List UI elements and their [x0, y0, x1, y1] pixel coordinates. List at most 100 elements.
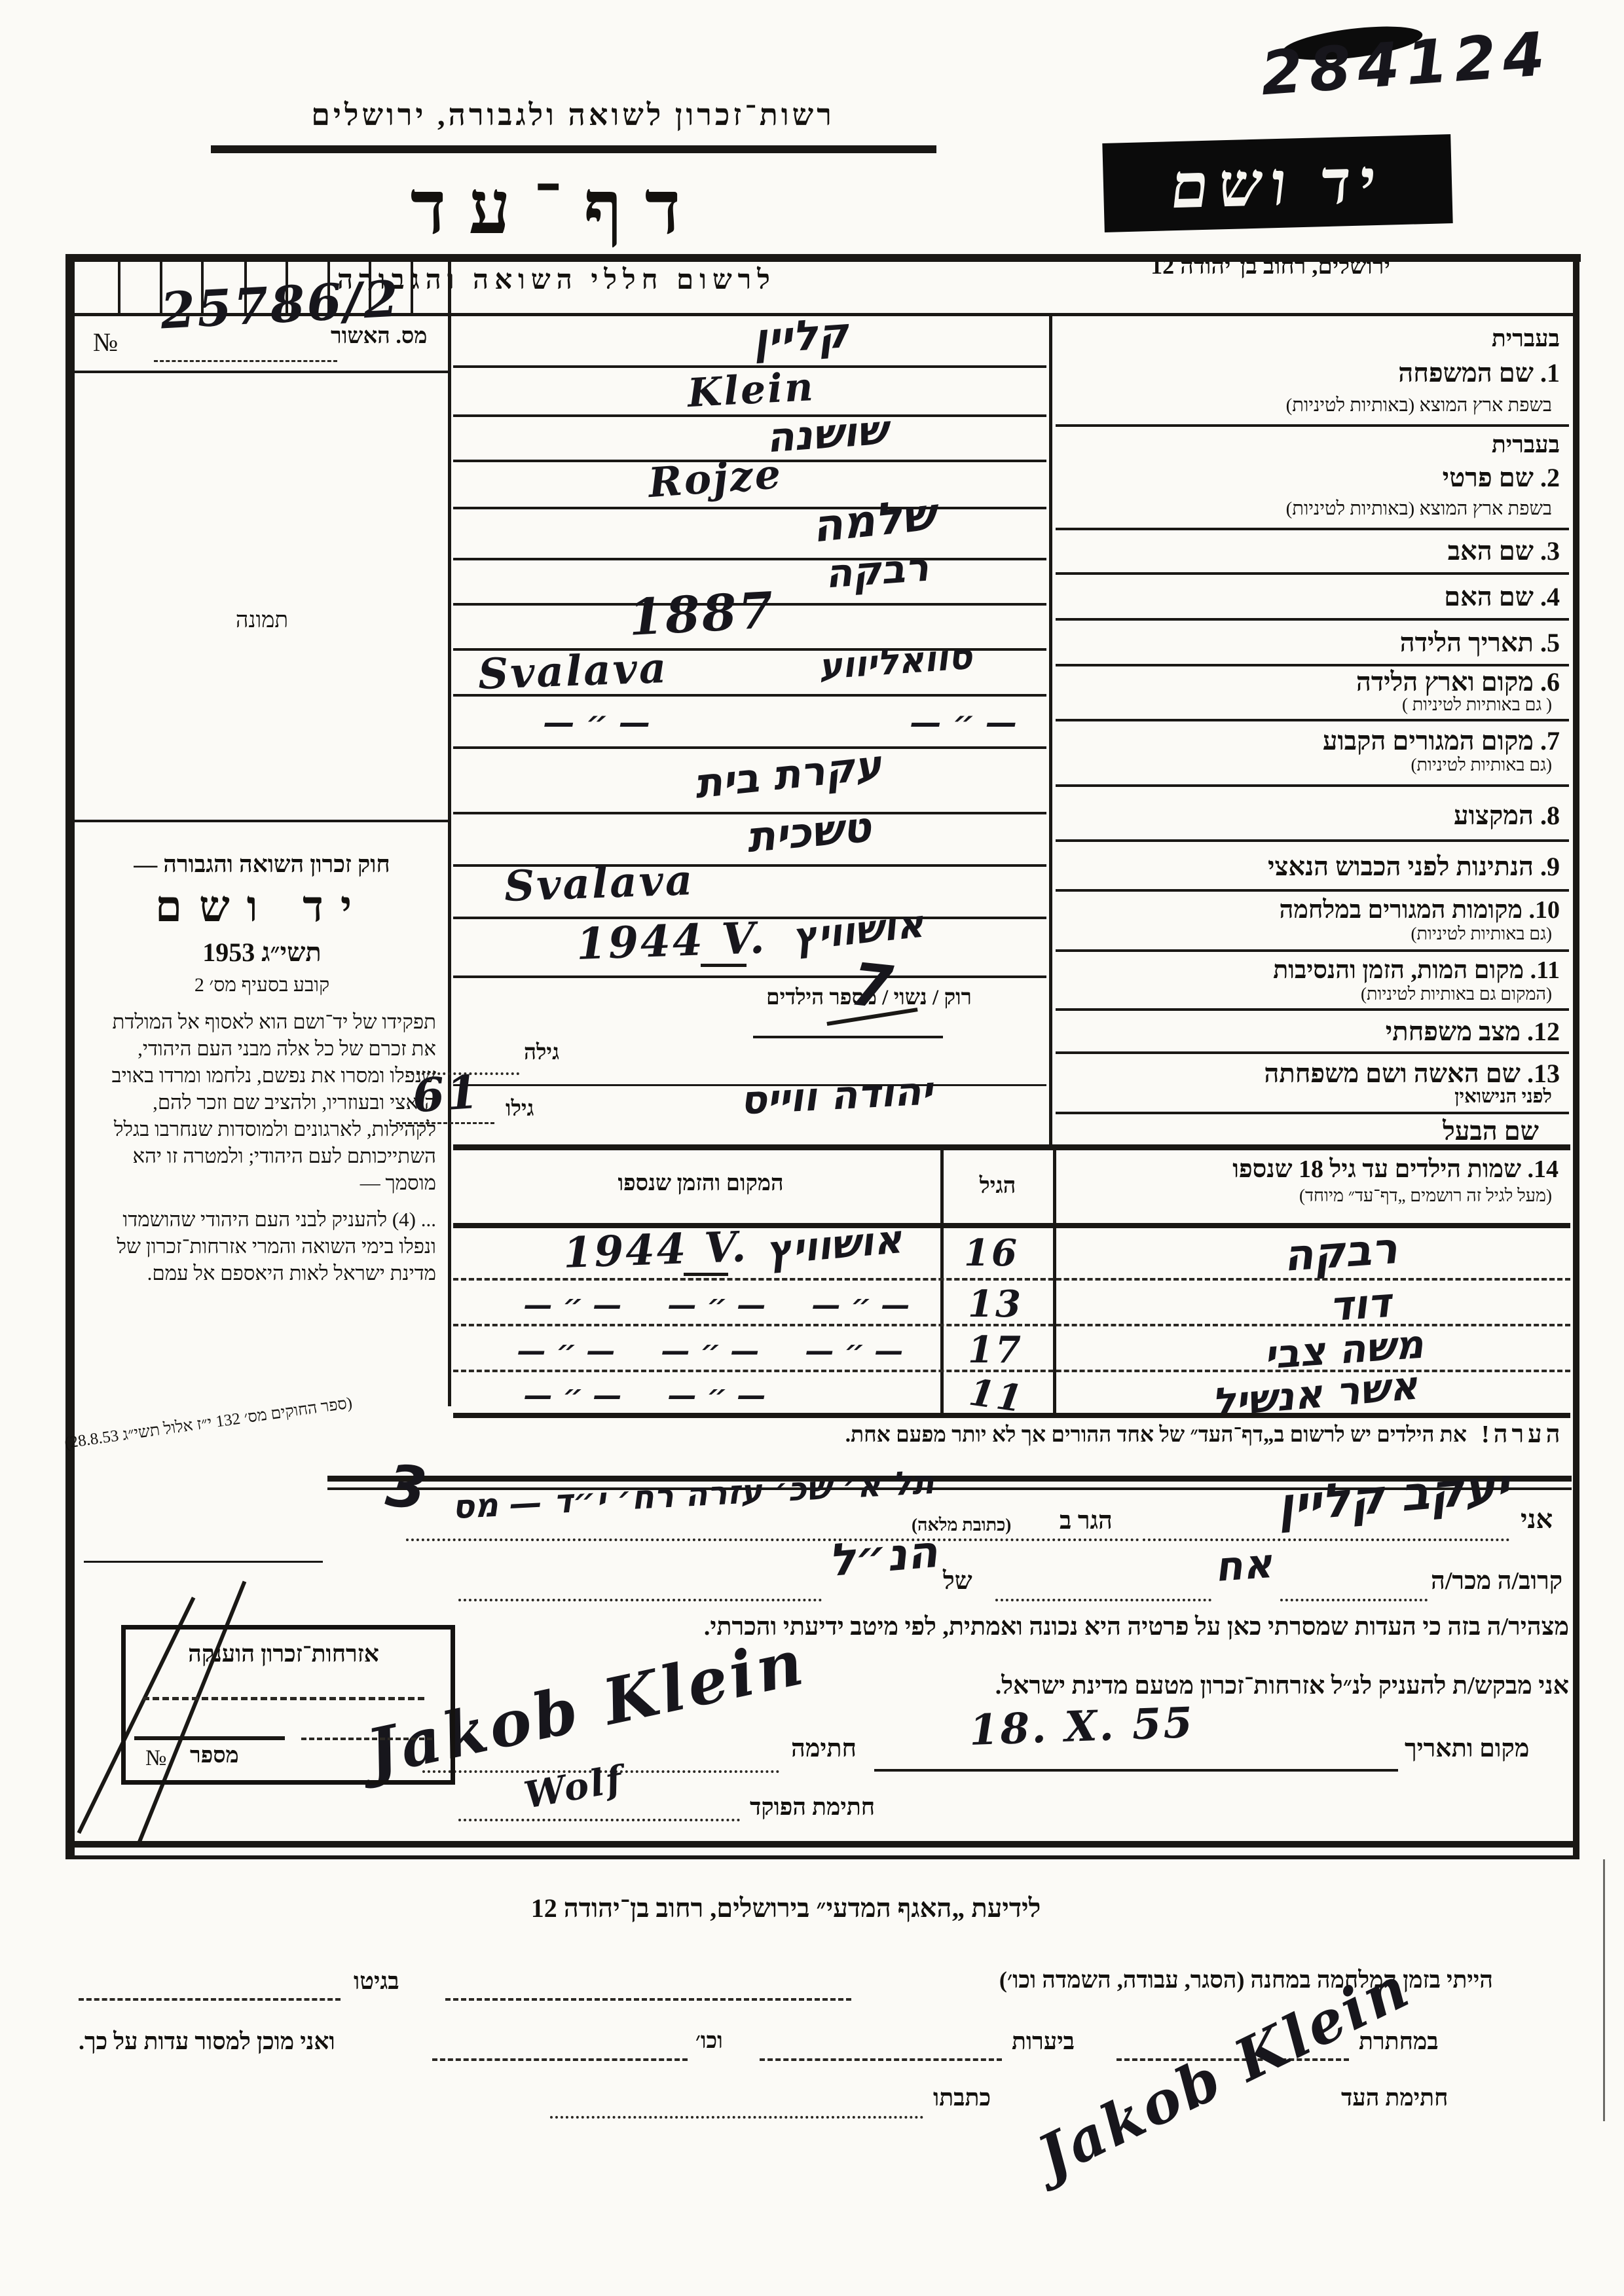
entry-residence-ditto-left: — ״ —: [544, 704, 651, 741]
death-date-underline: [701, 964, 747, 967]
approval-no-symbol: №: [93, 327, 119, 357]
entry-first-name-latin: Rojze: [646, 449, 784, 507]
official-signature: Wolf: [521, 1757, 627, 1817]
field5-label: 5. תאריך הלידה: [1399, 628, 1560, 657]
entry-birthplace-hebrew: סוואליווע: [817, 635, 974, 688]
decl-address-hint: (כתובת מלאה): [912, 1515, 1012, 1535]
labels-column-divider: [1049, 313, 1052, 1144]
section-dbl-rule-1: [327, 1476, 1572, 1482]
entry-children-count: 7: [847, 950, 896, 1023]
roman-v-underline: [684, 1273, 728, 1276]
ditto-mark: — ״ —: [812, 1288, 910, 1322]
page-edge-artifact: [1603, 1859, 1605, 2121]
entry-death-date: 1944 V.: [575, 911, 767, 970]
witness-address-line: [550, 2116, 923, 2119]
ditto-mark: — ״ —: [668, 1379, 766, 1412]
label-sep: [1056, 424, 1569, 427]
decl-signature-label: חתימה: [791, 1735, 857, 1762]
label-sep: [1056, 889, 1569, 892]
law-body: תפקידו של יד־ושם הוא לאסוף אל המולדת את …: [111, 1010, 436, 1194]
ditto-mark: — ״ —: [805, 1334, 904, 1368]
content-top-rule: [75, 313, 1573, 316]
child-name: רבקה: [1282, 1223, 1399, 1281]
entry-mother-name: רבקה: [823, 544, 931, 598]
label-sep: [1056, 1008, 1569, 1011]
note-label: הערה!: [1481, 1421, 1564, 1448]
write-line: [453, 917, 1046, 919]
write-line: [453, 460, 1046, 462]
field14-label: 14. שמות הילדים עד גיל 18 שנספו: [1232, 1156, 1559, 1183]
field12-label: 12. מצב משפחתי: [1385, 1017, 1560, 1046]
stamp-number-label: מספר: [190, 1743, 239, 1768]
table-bottom-rule: [453, 1413, 1570, 1418]
entry-citizenship: טשכית: [745, 803, 874, 863]
decl-resides-label: הגר ב: [1060, 1507, 1113, 1535]
write-line: [453, 603, 1046, 606]
child-age: 13: [968, 1283, 1023, 1326]
husband-label: שם הבעל: [1443, 1116, 1539, 1146]
field1-label: 1. שם המשפחה: [1398, 358, 1560, 388]
official-signature-line: [458, 1819, 740, 1821]
field10-label: 10. מקומות המגורים במלחמה: [1279, 896, 1560, 924]
decl-place-date-label: מקום ותאריך: [1405, 1735, 1530, 1762]
write-line: [453, 648, 1046, 651]
label-sep: [1056, 949, 1569, 952]
note-text: את הילדים יש לרשום ב„דף־העד״ של אחד ההור…: [845, 1423, 1467, 1447]
cell-strip-line: [286, 261, 288, 314]
field14-sub: (מעל לגיל זה רושמים „דף־עד״ מיוחד): [1299, 1186, 1552, 1205]
ditto-mark: — ״ —: [668, 1288, 766, 1322]
write-line: [453, 558, 1046, 560]
cell-strip-line: [201, 261, 204, 314]
approval-line: [154, 360, 337, 362]
table-top-rule: [453, 1144, 1570, 1150]
decl-address-handwritten: תל א׳ שכ׳ עזרה רח׳ י״ד — מס: [451, 1463, 936, 1527]
field9-label: 9. הנתינות לפני הכבוש הנאצי: [1267, 852, 1560, 881]
field13-sub: לפני הנישואין: [1454, 1086, 1552, 1107]
logo-text: יד ושם: [1166, 147, 1389, 222]
husband-age-underline: [396, 1122, 494, 1124]
decl-statement: מצהיר/ה בזה כי העדות שמסרתי כאן על פרטיה…: [703, 1613, 1569, 1641]
law-heading: חוק זכרון השואה והגבורה —: [134, 851, 390, 877]
decl-name-line: [1143, 1539, 1509, 1541]
field7-sub: (גם באותיות לטיניות): [1411, 755, 1552, 774]
write-line: [453, 812, 1046, 814]
stamp-solid-line: [134, 1736, 285, 1740]
write-line: [453, 694, 1046, 697]
ghetto-line: [79, 1998, 341, 2001]
approval-bottom-rule: [75, 371, 451, 373]
decl-relation-line2: [995, 1599, 1211, 1601]
stamp-title: אזרחות־זכרון הוענקה: [188, 1641, 379, 1667]
camps-label: הייתי בזמן המלחמה במחנה (הסגר, עבודה, הש…: [999, 1967, 1493, 1993]
field6-label: 6. מקום וארץ הלידה: [1356, 667, 1560, 697]
section-dbl-rule-2: [327, 1487, 1572, 1490]
label-sep: [1056, 1051, 1569, 1054]
field2-sub: בשפת ארץ המוצא (באותיות לטיניות): [1285, 498, 1552, 519]
field11-sub: (המקום גם באותיות לטיניות): [1360, 984, 1552, 1004]
marital-status-options: רוק / נשוי / מספר הילדים: [766, 986, 972, 1010]
write-line: [453, 365, 1046, 368]
entry-birthplace-latin: Svalava: [477, 643, 669, 700]
decl-relation-value: אח: [1213, 1539, 1274, 1591]
entry-war-residence: Svalava: [503, 855, 695, 912]
field3-label: 3. שם האב: [1447, 536, 1560, 566]
husband-age-label: גילו: [506, 1097, 534, 1121]
write-line: [453, 975, 1046, 978]
law-amendment: ... (4) להעניק לבני העם היהודי שהושמדו ו…: [117, 1208, 436, 1285]
write-line: [453, 1084, 1046, 1086]
authority-name: רשות־זכרון לשואה ולגבורה, ירושלים: [311, 98, 835, 132]
citizenship-stamp-box: [121, 1625, 455, 1785]
wife-age-label: גילה: [524, 1041, 559, 1065]
decl-of-line: [458, 1599, 822, 1601]
approval-number-handwritten: 25786/2: [158, 269, 402, 340]
form-border-bottom2: [65, 1855, 1579, 1859]
decl-address-line: [406, 1539, 1139, 1541]
cell-strip-line: [369, 261, 371, 314]
table-row-sep: [453, 1324, 1570, 1326]
witness-signature-label: חתימת העד: [1341, 2085, 1449, 2111]
field2-label: 2. שם פרטי: [1442, 463, 1560, 492]
law-clause: קובע בסעיף מס׳ 2: [194, 974, 330, 996]
cell-strip-line: [118, 261, 120, 314]
decl-signature-line: [422, 1770, 779, 1773]
decl-date-line: [874, 1769, 1398, 1772]
entry-first-name-hebrew: שושנה: [764, 405, 889, 462]
